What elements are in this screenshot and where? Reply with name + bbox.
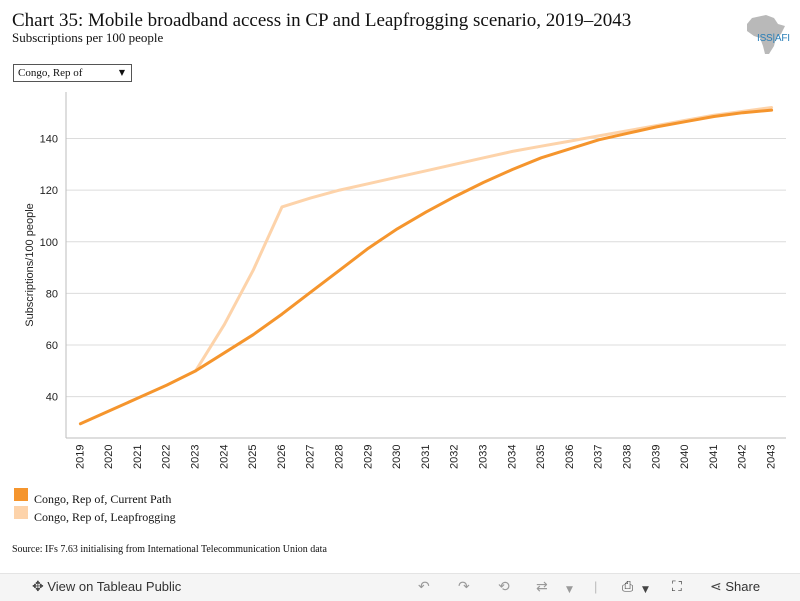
y-tick-label: 80 bbox=[46, 288, 58, 300]
x-tick-label: 2019 bbox=[74, 445, 86, 469]
refresh-menu-chevron-icon[interactable]: ▼ bbox=[566, 585, 573, 595]
x-tick-label: 2036 bbox=[564, 445, 576, 469]
view-on-tableau-label: View on Tableau Public bbox=[47, 579, 182, 594]
download-menu-chevron-icon[interactable]: ▼ bbox=[642, 585, 649, 595]
legend-label-current-path: Congo, Rep of, Current Path bbox=[34, 492, 172, 506]
x-tick-label: 2040 bbox=[679, 445, 691, 469]
x-tick-label: 2035 bbox=[535, 445, 547, 469]
x-tick-label: 2027 bbox=[305, 445, 317, 469]
view-on-tableau-button[interactable]: ✥ View on Tableau Public bbox=[32, 579, 181, 595]
x-tick-label: 2033 bbox=[478, 445, 490, 469]
y-tick-label: 100 bbox=[40, 237, 58, 249]
source-note: Source: IFs 7.63 initialising from Inter… bbox=[12, 544, 327, 555]
logo-text: ISS|AFI bbox=[757, 33, 790, 44]
line-chart: 40 60 80 100 120 140 2019 2020 2021 2022 2023 2024 2… bbox=[24, 92, 786, 469]
dropdown-value: Congo, Rep of bbox=[18, 67, 83, 79]
tableau-logo-icon: ✥ bbox=[32, 579, 44, 595]
share-button[interactable]: ⋖ Share bbox=[710, 579, 760, 595]
y-tick-label: 40 bbox=[46, 392, 58, 404]
x-tick-label: 2038 bbox=[622, 445, 634, 469]
toolbar-divider: | bbox=[594, 579, 598, 594]
x-tick-label: 2028 bbox=[334, 445, 346, 469]
x-tick-label: 2032 bbox=[449, 445, 461, 469]
chevron-down-icon: ▼ bbox=[118, 68, 125, 77]
download-icon[interactable]: ⎙ bbox=[622, 579, 634, 595]
x-tick-label: 2029 bbox=[362, 445, 374, 469]
redo-icon[interactable]: ↷ bbox=[458, 579, 470, 595]
x-tick-label: 2042 bbox=[737, 445, 749, 469]
share-label: Share bbox=[725, 579, 761, 594]
africa-map-icon bbox=[747, 15, 785, 54]
y-axis-label: Subscriptions/100 people bbox=[24, 203, 36, 327]
x-tick-label: 2034 bbox=[506, 445, 518, 469]
undo-icon[interactable]: ↶ bbox=[418, 579, 430, 595]
x-tick-label: 2025 bbox=[247, 445, 259, 469]
x-tick-label: 2026 bbox=[276, 445, 288, 469]
refresh-icon[interactable]: ⇄ bbox=[536, 579, 548, 595]
revert-icon[interactable]: ⟲ bbox=[498, 579, 510, 595]
tableau-toolbar: ✥ View on Tableau Public ↶ ↷ ⟲ ⇄ ▼ | ⎙ ▼… bbox=[0, 573, 800, 601]
series-line-current-path bbox=[78, 108, 774, 426]
x-tick-label: 2030 bbox=[391, 445, 403, 469]
x-tick-label: 2041 bbox=[708, 445, 720, 469]
x-tick-label: 2020 bbox=[103, 445, 115, 469]
y-tick-label: 140 bbox=[40, 133, 58, 145]
y-tick-label: 120 bbox=[40, 185, 58, 197]
legend-swatch-current-path bbox=[14, 488, 28, 501]
country-dropdown[interactable]: Congo, Rep of ▼ bbox=[13, 64, 132, 82]
share-icon: ⋖ bbox=[710, 579, 722, 595]
x-tick-label: 2043 bbox=[766, 445, 778, 469]
legend-label-leapfrogging: Congo, Rep of, Leapfrogging bbox=[34, 510, 176, 524]
x-tick-label: 2023 bbox=[190, 445, 202, 469]
y-tick-label: 60 bbox=[46, 340, 58, 352]
x-tick-label: 2031 bbox=[420, 445, 432, 469]
series-line-leapfrogging bbox=[194, 106, 774, 373]
x-tick-label: 2022 bbox=[161, 445, 173, 469]
x-tick-label: 2037 bbox=[593, 445, 605, 469]
x-tick-label: 2024 bbox=[218, 445, 230, 469]
legend-swatch-leapfrogging bbox=[14, 506, 28, 519]
fullscreen-icon[interactable]: ⛶ bbox=[672, 579, 682, 595]
x-tick-label: 2039 bbox=[650, 445, 662, 469]
x-tick-label: 2021 bbox=[132, 445, 144, 469]
chart-subtitle: Subscriptions per 100 people bbox=[12, 30, 164, 45]
chart-title: Chart 35: Mobile broadband access in CP … bbox=[12, 10, 632, 31]
